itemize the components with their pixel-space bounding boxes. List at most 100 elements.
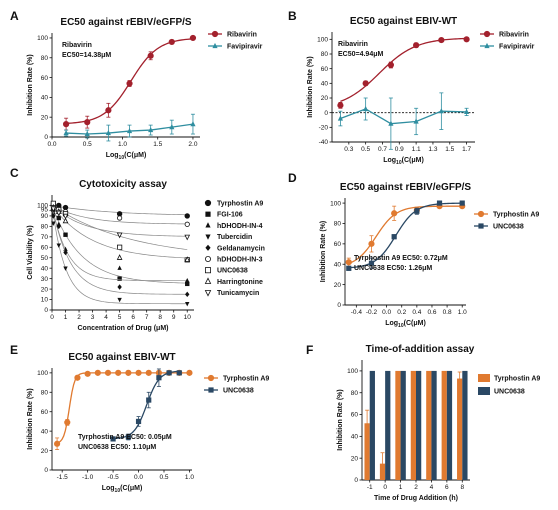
y-tick-label: 20 [41, 448, 49, 455]
fit-curve [340, 37, 467, 102]
trend-line [340, 108, 467, 125]
data-point [135, 418, 142, 425]
data-point [168, 38, 175, 46]
data-point [147, 52, 154, 59]
data-point [84, 370, 91, 377]
data-point [438, 108, 444, 114]
y-tick-label: 50 [41, 255, 49, 262]
x-tick-label: 1 [399, 484, 403, 491]
y-tick-label: 100 [347, 368, 358, 375]
x-tick-label: 0.8 [443, 309, 452, 316]
bar [441, 370, 447, 480]
data-point [185, 278, 190, 283]
x-tick-label: 1.7 [462, 146, 471, 153]
data-point [346, 265, 352, 271]
data-point [62, 217, 69, 224]
x-tick-label: 0.7 [378, 146, 387, 153]
bar [426, 370, 432, 480]
y-tick-label: 0 [354, 477, 358, 484]
data-point [368, 240, 375, 247]
data-point [94, 369, 101, 376]
data-point [166, 370, 172, 376]
legend-marker [483, 30, 491, 38]
data-point [84, 130, 90, 137]
x-tick-label: 1.1 [412, 146, 421, 153]
data-point [117, 215, 123, 221]
bar [416, 370, 422, 480]
panel-B: -40 -20 0 20 40 60 80 100 0.3 0.5 0.7 0.9 1.1 1.3 1.5 1… [288, 9, 535, 166]
data-point [463, 36, 470, 43]
panel-D: 0 20 40 60 80 100 -0.4 -0.2 0.0 0.2 0.4 0.6 0.8 1.0 D E… [288, 171, 539, 329]
data-point [184, 213, 190, 219]
fit-curve [52, 208, 188, 295]
bar [369, 370, 375, 480]
y-tick-label: 30 [41, 276, 49, 283]
data-point [368, 260, 375, 266]
annotation: Ribavirin [338, 41, 368, 48]
y-tick-label: 20 [41, 114, 49, 121]
x-tick-label: -1.5 [57, 474, 69, 481]
fit-curve [113, 370, 180, 440]
annotation: Tyrphostin A9 EC50: 0.05μM [78, 434, 172, 441]
legend-label: Ribavirin [227, 32, 257, 39]
data-point [63, 232, 68, 237]
bar [431, 370, 437, 480]
legend-label: UNC0638 [217, 268, 248, 275]
fit-curve [52, 206, 188, 259]
x-axis-label: Log10(C(μM) [102, 485, 143, 494]
x-tick-label: 2.0 [188, 141, 197, 148]
y-tick-label: 60 [351, 412, 359, 419]
bar [446, 370, 453, 480]
x-tick-label: 8 [158, 314, 162, 321]
y-axis-label: Cell Viability (%) [27, 225, 34, 279]
data-point [413, 42, 420, 49]
y-tick-label: 60 [41, 244, 49, 251]
series-unc0638 [50, 200, 190, 263]
legend-label: Tyrphostin A9 [217, 201, 263, 208]
y-tick-label: 40 [41, 95, 49, 102]
x-tick-label: -1 [367, 484, 373, 491]
legend-marker [211, 30, 219, 38]
x-axis-label: Concentration of Drug (μM) [78, 325, 169, 332]
panel-label: D [288, 171, 297, 185]
annotation: Tyrphostin A9 EC50: 0.72μM [354, 255, 448, 262]
data-point [117, 244, 123, 250]
panel-A: 0 20 40 60 80 100 0.0 0.5 1.0 1.5 2.0 A EC50 against… [10, 9, 263, 161]
data-point [116, 254, 123, 260]
x-tick-label: 2 [77, 314, 81, 321]
legend-label: UNC0638 [493, 224, 524, 231]
y-tick-label: 40 [41, 428, 49, 435]
x-tick-label: 0.0 [47, 141, 56, 148]
data-point [56, 223, 61, 230]
legend-label: Favipiravir [499, 44, 535, 51]
annotation: EC50=14.38μM [62, 52, 111, 59]
x-tick-label: 0.5 [361, 146, 370, 153]
y-tick-label: 40 [334, 261, 342, 268]
data-point [125, 434, 131, 440]
y-axis-label: Inhibition Rate (%) [320, 221, 327, 282]
data-point [184, 221, 190, 227]
x-tick-label: 0.2 [397, 309, 406, 316]
data-point [115, 369, 122, 376]
series-geldanamycin [51, 208, 190, 298]
fit-curve [52, 208, 188, 282]
annotation: Ribavirin [62, 42, 92, 49]
data-point [362, 80, 369, 87]
data-point [63, 249, 68, 256]
data-point [184, 256, 191, 262]
bar [410, 370, 416, 480]
y-tick-label: 40 [321, 81, 329, 88]
x-tick-label: 1.0 [118, 141, 127, 148]
legend-marker [477, 210, 485, 218]
y-tick-label: 20 [334, 282, 342, 289]
legend-label: Tyrphostin A9 [493, 212, 539, 219]
x-tick-label: 4 [430, 484, 434, 491]
legend-label: Tyrphostin A9 [494, 376, 540, 383]
legend-label: Geldanamycin [217, 245, 265, 252]
data-point [56, 215, 61, 221]
x-tick-label: 8 [460, 484, 464, 491]
y-tick-label: 20 [321, 95, 329, 102]
series-tunicamycin [50, 205, 191, 241]
x-tick-label: 9 [172, 314, 176, 321]
